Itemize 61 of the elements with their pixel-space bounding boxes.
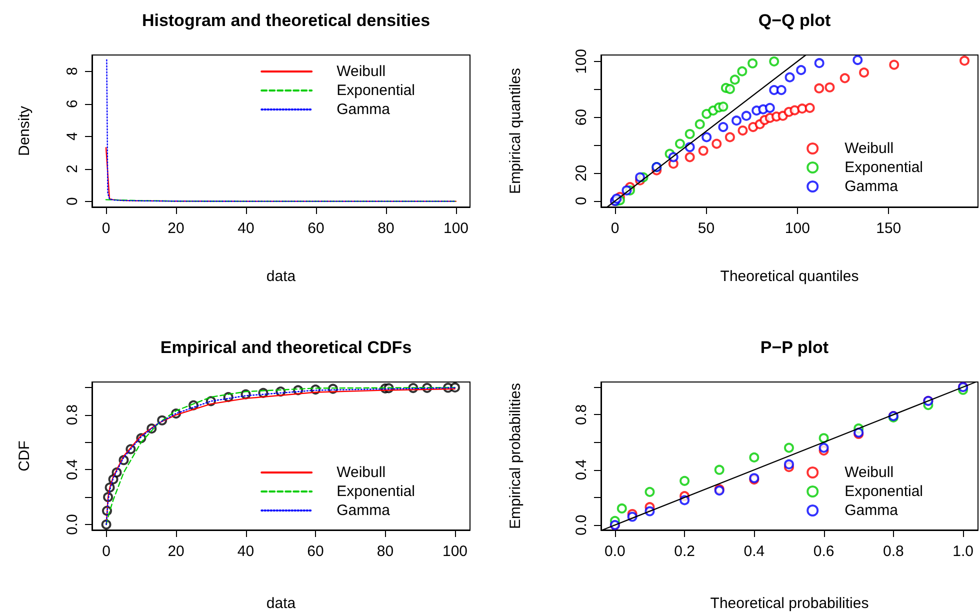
x-tick-label: 20 [168, 220, 184, 237]
y-tick-label: 0.8 [573, 404, 590, 426]
legend-label: Gamma [844, 178, 899, 195]
chart-title: P−P plot [760, 338, 829, 357]
y-tick-label: 60 [573, 108, 590, 126]
x-tick-label: 0.6 [813, 543, 834, 560]
legend-label: Gamma [336, 101, 391, 118]
y-tick-label: 0.8 [64, 404, 81, 426]
x-tick-label: 1.0 [952, 543, 974, 560]
legend-label: Weibull [336, 464, 386, 481]
x-tick-label: 40 [237, 543, 254, 560]
legend-label: Exponential [844, 159, 924, 176]
x-axis-title: data [266, 595, 296, 612]
x-axis-title: Theoretical quantiles [720, 268, 859, 285]
legend-label: Exponential [336, 483, 416, 500]
y-tick-label: 20 [573, 164, 590, 182]
x-axis-title: data [266, 268, 296, 285]
y-tick-label: 0.0 [64, 514, 81, 535]
y-tick-label: 6 [64, 100, 81, 108]
legend-label: Exponential [844, 483, 924, 500]
x-tick-label: 0.8 [882, 543, 904, 560]
x-tick-label: 150 [876, 220, 902, 237]
x-tick-label: 0 [102, 220, 110, 237]
x-tick-label: 80 [378, 220, 394, 237]
x-tick-label: 0 [610, 220, 620, 237]
y-tick-label: 0.4 [573, 459, 590, 480]
legend-label: Weibull [336, 63, 386, 80]
x-tick-label: 100 [784, 220, 810, 237]
y-axis-title: Empirical probabilities [507, 383, 524, 529]
y-tick-label: 0 [573, 196, 590, 206]
chart-title: Histogram and theoretical densities [142, 11, 430, 30]
y-tick-label: 8 [64, 67, 81, 76]
x-tick-label: 20 [168, 543, 184, 560]
y-tick-label: 4 [64, 132, 81, 140]
x-tick-label: 100 [443, 220, 469, 237]
y-axis-title: Empirical quantiles [507, 68, 524, 194]
x-tick-label: 60 [307, 543, 324, 560]
x-tick-label: 0.2 [674, 543, 695, 560]
y-tick-label: 2 [64, 164, 81, 173]
x-tick-label: 100 [442, 543, 468, 560]
legend-label: Weibull [844, 140, 894, 157]
x-tick-label: 60 [308, 220, 324, 237]
legend-label: Gamma [336, 502, 391, 519]
legend-label: Exponential [336, 82, 416, 99]
chart-title: Empirical and theoretical CDFs [160, 338, 412, 357]
y-tick-label: 0.4 [64, 459, 81, 480]
y-tick-label: 0 [64, 197, 81, 206]
chart-title: Q−Q plot [758, 11, 831, 30]
x-tick-label: 0.0 [604, 543, 626, 560]
legend-label: Weibull [844, 464, 894, 481]
y-axis-title: Density [16, 106, 33, 156]
x-tick-label: 80 [376, 543, 394, 560]
x-tick-label: 0 [102, 543, 110, 560]
y-tick-label: 100 [573, 48, 590, 74]
x-tick-label: 40 [238, 220, 254, 237]
y-tick-label: 0.0 [573, 514, 590, 536]
x-tick-label: 50 [698, 220, 715, 237]
legend-label: Gamma [844, 502, 899, 519]
y-axis-title: CDF [16, 440, 33, 472]
x-axis-title: Theoretical probabilities [710, 595, 869, 612]
x-tick-label: 0.4 [744, 543, 765, 560]
